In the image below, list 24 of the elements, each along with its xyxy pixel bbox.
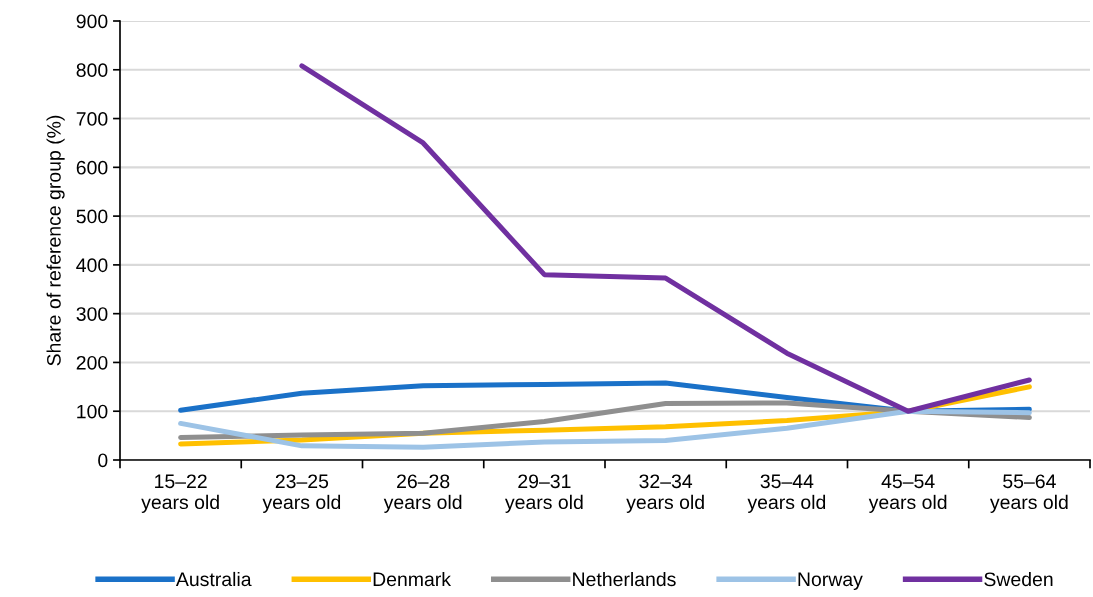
legend-label: Denmark [373,571,452,587]
x-tick-label: 35–44 years old [747,474,826,513]
y-axis-title: Share of reference group (%) [46,115,65,366]
x-tick-label: 32–34 years old [626,474,704,513]
x-tick-label: 23–25 years old [262,474,341,513]
x-tick-label: 29–31 years old [504,474,583,513]
y-tick-label: 0 [98,453,108,468]
y-tick-label: 700 [76,112,108,126]
y-tick-label: 200 [76,355,108,370]
y-tick-label: 100 [77,404,108,419]
x-tick-label: 45–54 years old [868,474,947,513]
y-tick-label: 500 [76,209,108,224]
x-tick-label: 55–64 years old [989,474,1068,513]
y-tick-label: 800 [76,63,108,78]
x-tick-label: 15–22 years old [141,474,219,513]
legend-label: Netherlands [573,571,676,587]
y-tick-label: 400 [76,258,108,273]
y-tick-label: 900 [76,14,108,29]
x-tick-label: 26–28 years old [383,474,462,513]
y-tick-label: 300 [76,307,108,321]
legend-label: Australia [175,571,252,587]
legend-label: Sweden [984,571,1053,587]
y-tick-label: 600 [76,160,108,175]
legend-label: Norway [798,572,863,591]
